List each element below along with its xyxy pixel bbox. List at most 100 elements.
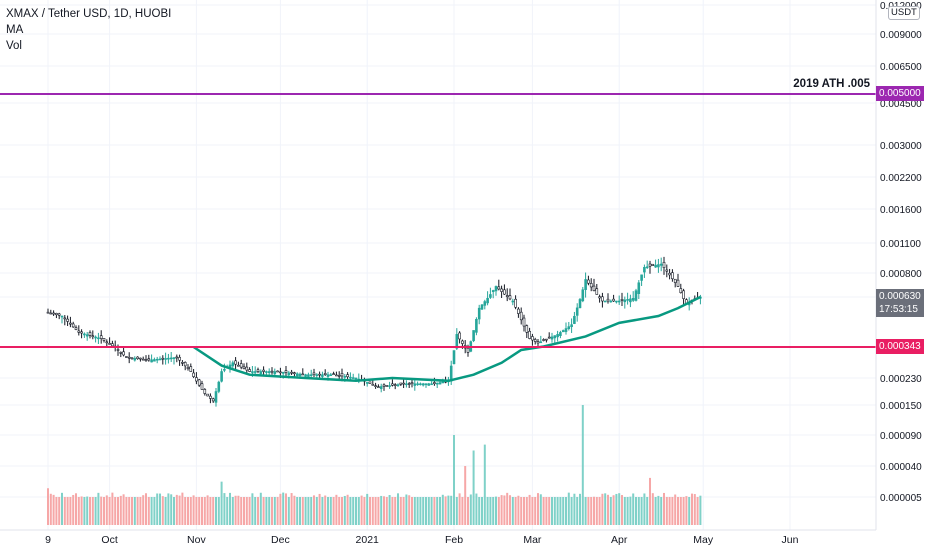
candle-body bbox=[550, 336, 554, 340]
volume-bar bbox=[567, 492, 570, 525]
symbol-title[interactable]: XMAX / Tether USD, 1D, HUOBI bbox=[6, 8, 172, 20]
volume-bar bbox=[581, 405, 584, 525]
candle-body bbox=[279, 371, 282, 374]
candle-body bbox=[416, 383, 419, 386]
volume-bar bbox=[100, 496, 103, 525]
candle-body bbox=[251, 371, 254, 373]
candle-body bbox=[127, 356, 131, 359]
candle-body bbox=[94, 336, 97, 339]
volume-bar bbox=[539, 494, 542, 525]
candle-body bbox=[119, 352, 123, 354]
volume-bar bbox=[61, 492, 63, 525]
volume-bar bbox=[385, 497, 388, 525]
volume-bar bbox=[108, 497, 111, 525]
volume-bar bbox=[450, 495, 453, 525]
candle-body bbox=[206, 393, 209, 397]
volume-bar bbox=[131, 497, 133, 525]
volume-bar bbox=[380, 495, 383, 525]
time-tick-label: Nov bbox=[187, 534, 206, 546]
volume-bar bbox=[514, 497, 517, 525]
volume-bar bbox=[187, 497, 189, 525]
candle-body bbox=[273, 371, 277, 375]
volume-bar bbox=[147, 497, 150, 525]
candle-body bbox=[66, 318, 69, 322]
volume-bar bbox=[593, 496, 595, 525]
volume-bar bbox=[660, 497, 663, 525]
candle-body bbox=[603, 300, 607, 303]
candle-body bbox=[631, 298, 635, 301]
volume-bar bbox=[573, 493, 576, 525]
candle-body bbox=[88, 332, 92, 336]
candle-body bbox=[60, 315, 64, 318]
price-tick-label: 0.000005 bbox=[880, 493, 922, 504]
candle-body bbox=[452, 350, 456, 365]
candle-body bbox=[539, 341, 543, 344]
volume-bar bbox=[212, 497, 215, 525]
volume-bar bbox=[58, 497, 61, 525]
candle-body bbox=[676, 279, 680, 287]
price-unit-button[interactable]: USDT bbox=[888, 6, 920, 20]
price-tick-label: 0.000150 bbox=[880, 401, 922, 412]
volume-bar bbox=[257, 497, 259, 525]
candle-body bbox=[172, 357, 176, 359]
candle-body bbox=[433, 382, 436, 385]
volume-bar bbox=[161, 496, 164, 525]
volume-bar bbox=[691, 493, 693, 525]
volume-bar bbox=[262, 497, 265, 525]
volume-indicator-label[interactable]: Vol bbox=[6, 40, 22, 52]
volume-bar bbox=[511, 497, 514, 525]
volume-bar bbox=[234, 495, 237, 525]
candle-body bbox=[503, 289, 506, 295]
volume-bar bbox=[72, 494, 75, 525]
volume-bar bbox=[537, 493, 539, 525]
candle-body bbox=[458, 332, 461, 340]
volume-bar bbox=[164, 497, 167, 525]
candle-body bbox=[237, 364, 240, 367]
volume-bar bbox=[189, 497, 192, 525]
volume-bar bbox=[556, 497, 559, 525]
last-price-badge: 0.000630 17:53:15 bbox=[876, 289, 924, 317]
volume-bar bbox=[192, 495, 195, 525]
volume-bar bbox=[632, 493, 635, 525]
candle-body bbox=[528, 331, 531, 339]
candle-body bbox=[455, 334, 459, 349]
volume-bar bbox=[492, 497, 495, 525]
ma-indicator-label[interactable]: MA bbox=[6, 24, 24, 36]
volume-bar bbox=[635, 497, 637, 525]
time-tick-label: 9 bbox=[45, 534, 51, 546]
candle-body bbox=[351, 377, 355, 379]
candle-body bbox=[242, 366, 246, 369]
candle-body bbox=[276, 370, 279, 373]
candle-body bbox=[153, 359, 156, 362]
volume-bar bbox=[201, 497, 203, 525]
volume-bar bbox=[640, 497, 643, 525]
volume-bar bbox=[223, 493, 226, 525]
candle-body bbox=[262, 369, 265, 372]
volume-bar bbox=[310, 497, 313, 525]
volume-bar bbox=[408, 495, 411, 525]
volume-bar bbox=[643, 493, 646, 525]
candle-body bbox=[102, 338, 106, 341]
volume-bar bbox=[654, 497, 657, 525]
volume-bar bbox=[674, 494, 677, 525]
volume-bar bbox=[419, 497, 422, 525]
volume-bar bbox=[136, 497, 139, 525]
candle-body bbox=[209, 395, 212, 399]
volume-bar bbox=[629, 496, 632, 525]
candle-body bbox=[517, 308, 520, 314]
candle-body bbox=[665, 269, 669, 272]
candle-body bbox=[270, 370, 274, 373]
volume-bar bbox=[335, 494, 338, 525]
volume-bar bbox=[229, 492, 231, 525]
volume-bar bbox=[220, 481, 223, 525]
candle-body bbox=[654, 264, 657, 268]
volume-bar bbox=[324, 495, 327, 525]
candle-body bbox=[217, 381, 221, 392]
volume-bar bbox=[75, 493, 77, 525]
candle-body bbox=[584, 279, 587, 290]
volume-bar bbox=[217, 497, 220, 525]
volume-bar bbox=[685, 496, 688, 525]
time-tick-label: Oct bbox=[101, 534, 117, 546]
volume-bar bbox=[293, 495, 296, 525]
